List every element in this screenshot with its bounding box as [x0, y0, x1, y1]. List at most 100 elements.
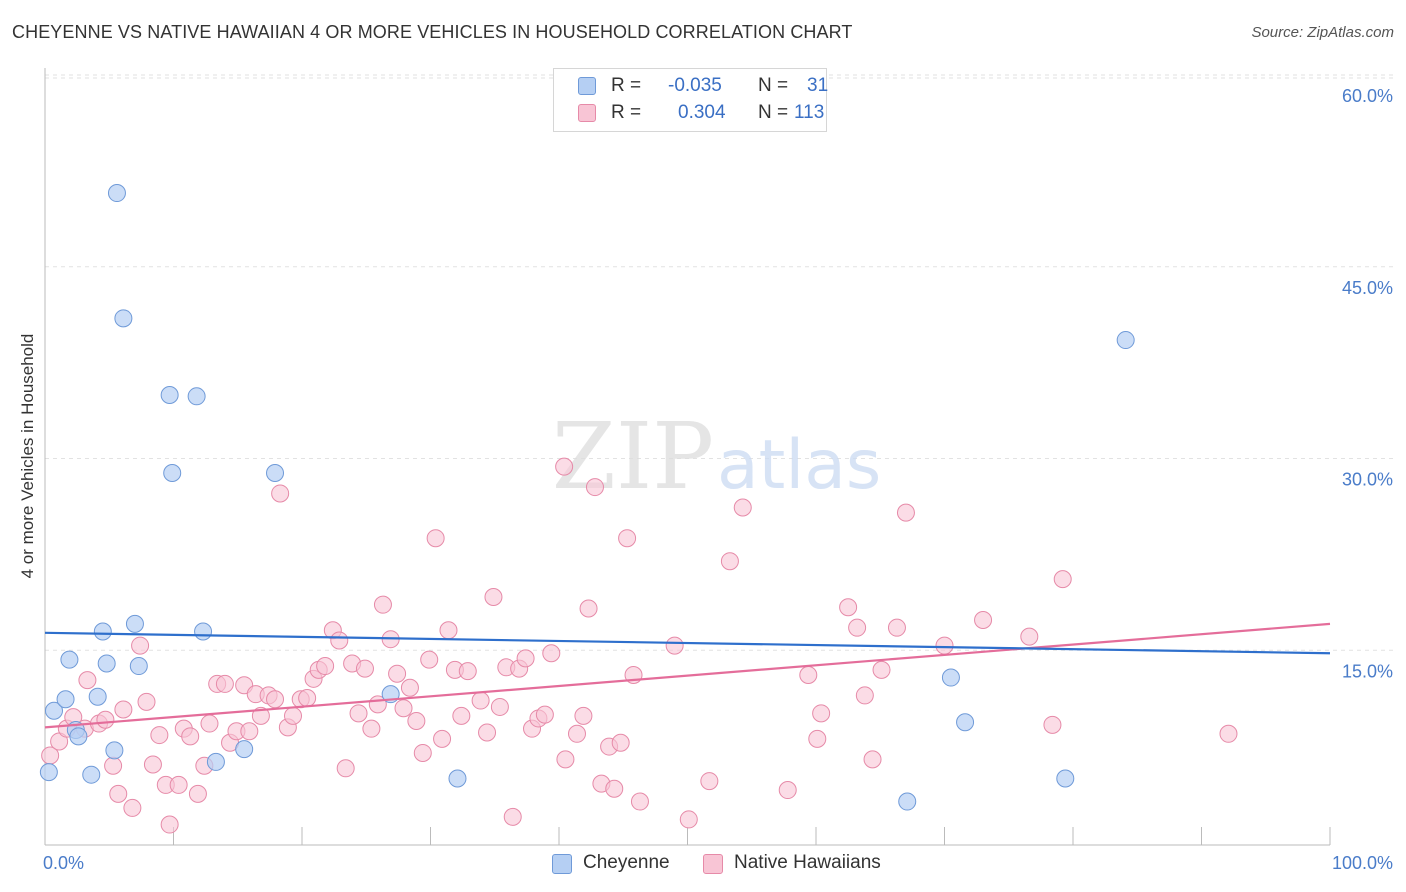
- native-hawaiians-point: [700, 772, 719, 791]
- native-hawaiians-point: [413, 743, 432, 762]
- native-hawaiians-swatch: [578, 104, 596, 122]
- native-hawaiians-point: [574, 706, 593, 725]
- native-hawaiians-point: [863, 750, 882, 769]
- cheyenne-point: [1116, 331, 1135, 350]
- native-hawaiians-point: [555, 457, 574, 476]
- native-hawaiians-point: [542, 644, 561, 663]
- cheyenne-point: [187, 387, 206, 406]
- source-label: Source: ZipAtlas.com: [1251, 24, 1394, 41]
- native-hawaiians-point: [484, 588, 503, 607]
- native-hawaiians-point: [848, 618, 867, 637]
- native-hawaiians-r-value: 0.304: [678, 102, 726, 123]
- native-hawaiians-trend-line: [44, 622, 1331, 729]
- native-hawaiians-point: [123, 798, 142, 817]
- y-tick-label: 15.0%: [1342, 661, 1393, 681]
- y-tick-label: 45.0%: [1342, 278, 1393, 298]
- r-label: R =: [611, 75, 642, 96]
- native-hawaiians-point: [169, 775, 188, 794]
- cheyenne-point: [941, 668, 960, 687]
- native-hawaiians-point: [1053, 570, 1072, 589]
- native-hawaiians-point: [887, 618, 906, 637]
- native-hawaiians-point: [839, 598, 858, 617]
- cheyenne-point: [129, 657, 148, 676]
- cheyenne-point: [1056, 769, 1075, 788]
- native-hawaiians-point: [336, 759, 355, 778]
- native-hawaiians-point: [808, 729, 827, 748]
- native-hawaiians-point: [812, 704, 831, 723]
- y-axis-title: 4 or more Vehicles in Household: [18, 333, 37, 579]
- native-hawaiians-point: [330, 631, 349, 650]
- native-hawaiians-point: [240, 722, 259, 741]
- native-hawaiians-point: [284, 706, 303, 725]
- native-hawaiians-point: [160, 815, 179, 834]
- cheyenne-trend-line: [44, 631, 1331, 655]
- native-hawaiians-point: [896, 503, 915, 522]
- native-hawaiians-point: [78, 671, 97, 690]
- native-hawaiians-point: [298, 688, 317, 707]
- native-hawaiians-point: [400, 678, 419, 697]
- native-hawaiians-point: [349, 704, 368, 723]
- native-hawaiians-point: [104, 756, 123, 775]
- x-tick-label: 0.0%: [43, 853, 84, 873]
- native-hawaiians-point: [855, 686, 874, 705]
- cheyenne-point: [69, 727, 88, 746]
- watermark: ZIP atlas: [552, 403, 881, 510]
- cheyenne-point: [114, 309, 133, 328]
- native-hawaiians-point: [490, 697, 509, 716]
- native-hawaiians-point: [439, 621, 458, 640]
- cheyenne-point: [88, 687, 107, 706]
- native-hawaiians-point: [200, 714, 219, 733]
- native-hawaiians-point: [266, 690, 285, 709]
- r-label: R =: [611, 102, 642, 123]
- native-hawaiians-point: [109, 784, 128, 803]
- cheyenne-point: [956, 713, 975, 732]
- chart-title: CHEYENNE VS NATIVE HAWAIIAN 4 OR MORE VE…: [12, 22, 853, 42]
- cheyenne-swatch: [578, 77, 596, 95]
- cheyenne-legend-label: Cheyenne: [583, 852, 670, 873]
- native-hawaiians-point: [567, 724, 586, 743]
- native-hawaiians-point: [114, 700, 133, 719]
- native-hawaiians-point: [872, 660, 891, 679]
- native-hawaiians-n-value: 113: [794, 102, 825, 123]
- native-hawaiians-point: [143, 755, 162, 774]
- native-hawaiians-point: [150, 726, 169, 745]
- watermark-zip: ZIP: [552, 403, 714, 510]
- native-hawaiians-point: [96, 710, 115, 729]
- native-hawaiians-point: [433, 729, 452, 748]
- cheyenne-point: [60, 650, 79, 669]
- cheyenne-point: [82, 765, 101, 784]
- cheyenne-point: [93, 622, 112, 641]
- cheyenne-point: [235, 740, 254, 759]
- cheyenne-point: [56, 690, 75, 709]
- cheyenne-point: [266, 464, 285, 483]
- native-hawaiians-point: [1020, 627, 1039, 646]
- native-hawaiians-point: [585, 478, 604, 497]
- native-hawaiians-point: [679, 810, 698, 829]
- cheyenne-r-value: -0.035: [668, 75, 722, 96]
- native-hawaiians-point: [471, 691, 490, 710]
- y-tick-label: 60.0%: [1342, 86, 1393, 106]
- native-hawaiians-point: [618, 529, 637, 548]
- native-hawaiians-legend-swatch: [703, 854, 723, 874]
- native-hawaiians-point: [316, 657, 335, 676]
- cheyenne-point: [39, 763, 58, 782]
- native-hawaiians-point: [556, 750, 575, 769]
- axes: [44, 68, 1331, 846]
- native-hawaiians-point: [452, 706, 471, 725]
- native-hawaiians-point: [630, 792, 649, 811]
- cheyenne-point: [44, 701, 63, 720]
- native-hawaiians-point: [458, 662, 477, 681]
- native-hawaiians-point: [478, 723, 497, 742]
- n-label: N =: [758, 75, 789, 96]
- cheyenne-point: [206, 752, 225, 771]
- native-hawaiians-point: [611, 733, 630, 752]
- cheyenne-legend-swatch: [552, 854, 572, 874]
- cheyenne-n-value: 31: [807, 75, 829, 96]
- native-hawaiians-point: [605, 779, 624, 798]
- correlation-legend: R = -0.035 N = 31 R = 0.304 N = 113: [553, 68, 829, 132]
- cheyenne-point: [160, 386, 179, 405]
- native-hawaiians-point: [137, 692, 156, 711]
- trend-lines: [44, 622, 1331, 729]
- native-hawaiians-point: [394, 699, 413, 718]
- native-hawaiians-point: [251, 706, 270, 725]
